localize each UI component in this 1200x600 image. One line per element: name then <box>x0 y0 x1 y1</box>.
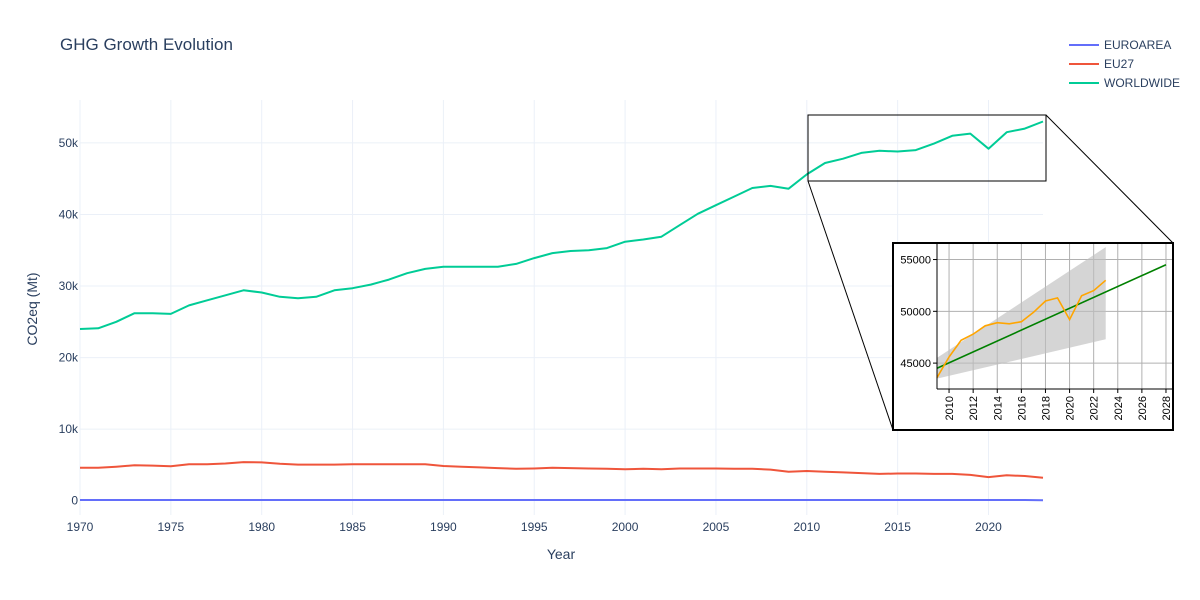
main-gridlines <box>79 100 1043 515</box>
y-axis-title: CO2eq (Mt) <box>24 272 40 345</box>
zoom-connector-line <box>807 180 894 431</box>
zoom-connector-line <box>1045 114 1174 244</box>
y-tick-label: 0 <box>71 494 78 508</box>
x-tick-label: 2015 <box>884 520 911 534</box>
inset-x-tick-label: 2020 <box>1065 396 1077 420</box>
inset-x-tick-label: 2028 <box>1161 396 1173 420</box>
x-tick-label: 1980 <box>248 520 275 534</box>
inset-x-tick-label: 2010 <box>944 396 956 420</box>
inset-confidence-band <box>937 247 1106 379</box>
x-tick-label: 2005 <box>703 520 730 534</box>
x-tick-label: 2020 <box>975 520 1002 534</box>
y-tick-label: 40k <box>59 207 79 221</box>
inset-x-tick-label: 2022 <box>1089 396 1101 420</box>
y-tick-label: 30k <box>59 279 79 293</box>
y-axis-ticks: 0 10k 20k 30k 40k 50k <box>59 136 79 508</box>
inset-x-tick-label: 2018 <box>1040 396 1052 420</box>
inset-x-tick-label: 2026 <box>1137 396 1149 420</box>
inset-chart: 2010 2012 2014 2016 2018 2020 2022 2024 2026 2028… <box>892 242 1174 431</box>
x-axis-ticks: 1970 1975 1980 1985 1990 1995 2000 2005 2010 2015… <box>67 520 1003 534</box>
legend-label-worldwide: WORLDWIDE <box>1104 76 1180 90</box>
x-tick-label: 1990 <box>430 520 457 534</box>
zoom-region-box <box>807 114 1047 182</box>
legend-label-euroarea: EUROAREA <box>1104 38 1171 52</box>
series-line-eu27 <box>80 461 1044 479</box>
inset-y-tick-label: 50000 <box>900 306 931 318</box>
legend: EUROAREA EU27 WORLDWIDE <box>1069 38 1180 90</box>
x-tick-label: 2010 <box>793 520 820 534</box>
legend-label-eu27: EU27 <box>1104 57 1134 71</box>
y-tick-label: 20k <box>59 351 79 365</box>
inset-trend-line <box>936 263 1167 370</box>
zoom-callout <box>807 114 1174 431</box>
inset-x-tick-label: 2012 <box>968 396 980 420</box>
y-tick-label: 10k <box>59 422 79 436</box>
x-tick-label: 1985 <box>339 520 366 534</box>
x-tick-label: 1975 <box>157 520 184 534</box>
inset-x-tick-label: 2024 <box>1113 396 1125 420</box>
inset-x-tick-label: 2014 <box>992 396 1004 420</box>
y-tick-label: 50k <box>59 136 79 150</box>
chart-title: GHG Growth Evolution <box>60 35 233 54</box>
main-plot-lines <box>79 120 1044 502</box>
x-axis-title: Year <box>547 546 576 562</box>
inset-y-tick-label: 45000 <box>900 358 931 370</box>
inset-x-tick-label: 2016 <box>1016 396 1028 420</box>
x-tick-label: 2000 <box>612 520 639 534</box>
x-tick-label: 1970 <box>67 520 94 534</box>
inset-actual-line <box>936 279 1107 379</box>
x-tick-label: 1995 <box>521 520 548 534</box>
series-line-worldwide <box>79 120 1044 330</box>
inset-y-tick-label: 55000 <box>900 255 931 267</box>
